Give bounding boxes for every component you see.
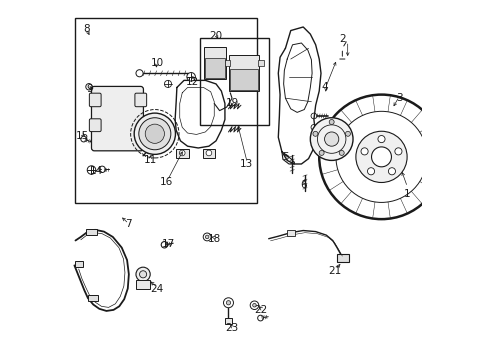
Bar [75,261,83,267]
Circle shape [319,150,324,156]
FancyBboxPatch shape [89,93,101,107]
Text: 12: 12 [186,77,199,87]
Text: 18: 18 [207,234,221,244]
Text: 15: 15 [76,131,89,140]
Circle shape [328,120,333,125]
Bar [204,58,224,77]
Bar [203,46,225,78]
Text: 6: 6 [299,180,306,190]
FancyBboxPatch shape [91,86,143,151]
Text: 5: 5 [282,152,288,162]
Text: 10: 10 [150,58,163,68]
Bar [286,230,294,236]
Circle shape [81,136,86,142]
Circle shape [387,168,395,175]
Text: 22: 22 [253,305,266,315]
Circle shape [345,131,350,136]
Bar [229,55,259,91]
Bar [224,60,230,66]
Text: 16: 16 [159,177,172,187]
Circle shape [226,301,230,305]
Text: 24: 24 [150,284,163,293]
Circle shape [355,131,407,183]
Circle shape [257,315,263,321]
Bar [88,295,98,301]
Circle shape [161,242,167,248]
Circle shape [164,80,171,87]
FancyBboxPatch shape [135,93,146,107]
Bar [258,60,263,66]
Ellipse shape [109,124,130,144]
Bar [176,149,188,158]
Circle shape [139,271,146,278]
Circle shape [377,135,384,143]
Circle shape [324,132,338,146]
Text: 9: 9 [86,84,93,94]
Text: 7: 7 [125,220,132,229]
Circle shape [186,72,195,81]
Text: 1: 1 [404,189,410,199]
Circle shape [252,303,256,307]
Circle shape [87,166,96,174]
Text: 3: 3 [395,93,402,103]
Circle shape [179,150,184,156]
Circle shape [312,131,317,136]
Ellipse shape [109,97,130,117]
Bar [336,254,349,262]
Circle shape [360,148,367,155]
Circle shape [205,150,211,156]
Circle shape [85,84,92,90]
Text: 19: 19 [225,99,238,108]
Text: 14: 14 [90,166,103,176]
Bar [202,149,215,158]
Circle shape [139,118,170,150]
Text: 23: 23 [225,323,238,333]
Text: 11: 11 [143,156,157,166]
FancyBboxPatch shape [89,119,101,132]
Circle shape [205,235,208,239]
Text: 17: 17 [161,239,174,249]
Circle shape [394,148,401,155]
Text: 20: 20 [209,31,222,41]
Text: 4: 4 [321,82,327,93]
Bar [75,18,256,203]
Circle shape [310,113,316,119]
Text: 21: 21 [328,266,341,276]
Text: 13: 13 [239,159,252,169]
Circle shape [134,113,175,154]
Text: 2: 2 [338,35,345,44]
Circle shape [99,166,105,172]
Bar [230,69,258,90]
Bar [136,280,150,288]
Circle shape [136,267,150,282]
Ellipse shape [112,100,127,114]
Circle shape [310,125,316,130]
Circle shape [366,168,374,175]
Circle shape [310,118,352,161]
Text: 8: 8 [82,24,89,34]
Circle shape [145,124,164,143]
Bar [224,318,232,324]
Bar [86,229,97,235]
Ellipse shape [112,127,127,140]
Circle shape [371,147,391,167]
Circle shape [339,150,344,156]
Bar [200,38,269,125]
Circle shape [136,70,143,77]
